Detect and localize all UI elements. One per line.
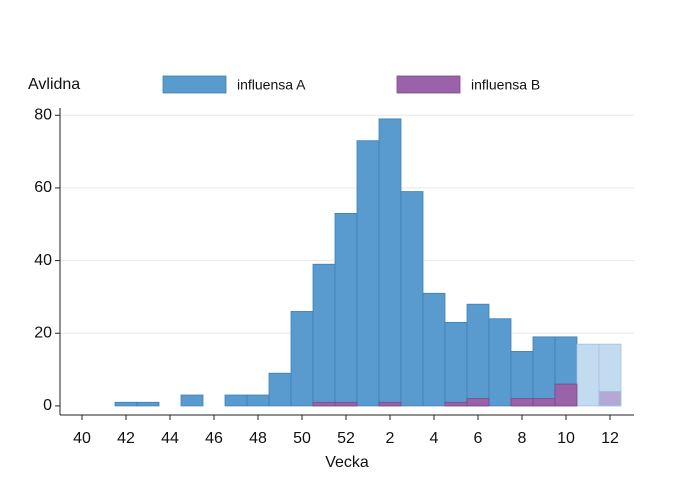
bar [246, 394, 270, 407]
bar [466, 303, 490, 407]
y-tick-label: 60 [34, 179, 52, 196]
legend-label: influensa A [237, 77, 306, 93]
bar [180, 394, 204, 407]
x-tick-label: 10 [557, 430, 575, 447]
bar [510, 351, 534, 407]
y-tick-label: 40 [34, 252, 52, 269]
bar [290, 311, 314, 407]
y-tick-label: 0 [43, 397, 52, 414]
x-axis-label: Vecka [325, 454, 369, 471]
bar [488, 318, 512, 407]
x-tick-label: 48 [249, 430, 267, 447]
bar [532, 336, 556, 407]
bar [598, 390, 622, 407]
bar [334, 212, 358, 407]
bar [268, 372, 292, 407]
y-tick-label: 20 [34, 324, 52, 341]
bar [356, 140, 380, 407]
bar [554, 383, 578, 407]
bar [378, 118, 402, 407]
y-tick-label: 80 [34, 106, 52, 123]
x-tick-label: 52 [337, 430, 355, 447]
x-tick-label: 40 [73, 430, 91, 447]
legend-swatch [162, 75, 227, 94]
x-tick-label: 4 [430, 430, 439, 447]
x-tick-label: 42 [117, 430, 135, 447]
bar [444, 401, 468, 407]
x-tick-label: 2 [386, 430, 395, 447]
x-tick-label: 50 [293, 430, 311, 447]
x-tick-label: 46 [205, 430, 223, 447]
bar [334, 401, 358, 407]
legend-label: influensa B [471, 77, 540, 93]
bar [312, 401, 336, 407]
bar [444, 321, 468, 407]
legend-swatch [396, 75, 461, 94]
bar [576, 343, 600, 407]
bar [114, 401, 138, 407]
y-axis-label: Avlidna [28, 76, 80, 93]
bar [400, 191, 424, 407]
x-tick-label: 8 [518, 430, 527, 447]
bar [510, 398, 534, 407]
bar [422, 292, 446, 407]
bar [532, 398, 556, 407]
bar [378, 401, 402, 407]
bar [224, 394, 248, 407]
bar [312, 263, 336, 407]
x-tick-label: 44 [161, 430, 179, 447]
x-tick-label: 12 [601, 430, 619, 447]
bar [136, 401, 160, 407]
bar [466, 398, 490, 407]
x-tick-label: 6 [474, 430, 483, 447]
